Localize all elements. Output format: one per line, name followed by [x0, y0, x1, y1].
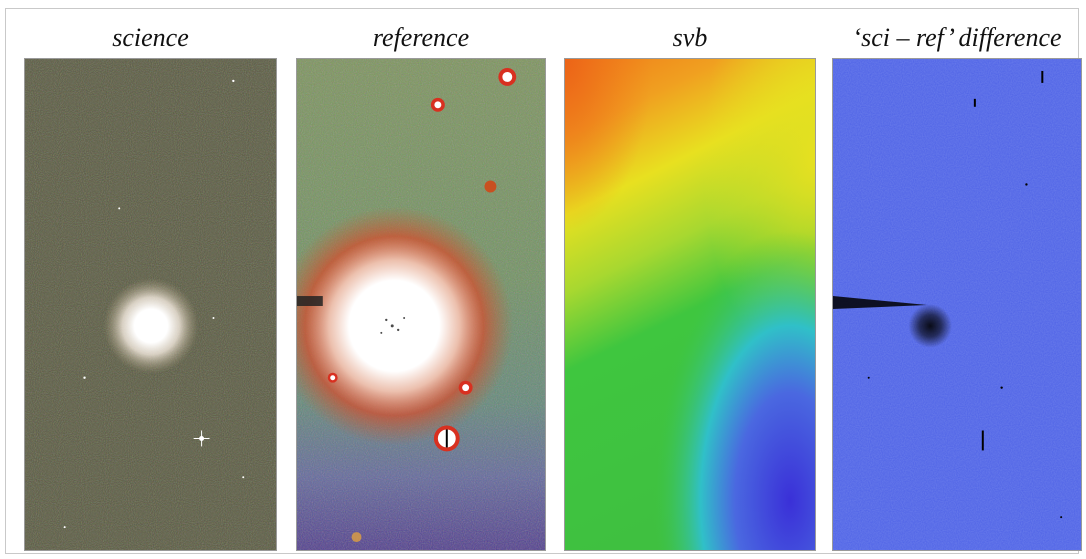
reference-image-svg	[297, 59, 545, 550]
svb-map-svg	[565, 59, 815, 550]
panel-title-reference: reference	[372, 23, 470, 52]
reference-image	[296, 58, 546, 551]
panel-title-difference: ‘sci – ref’ difference	[852, 23, 1062, 52]
science-image-svg	[25, 59, 276, 550]
difference-image	[832, 58, 1082, 551]
svb-map	[564, 58, 816, 551]
panel-title-science: science	[112, 23, 189, 52]
science-image	[24, 58, 277, 551]
difference-image-svg	[833, 59, 1081, 550]
panel-title-svb: svb	[672, 23, 708, 52]
